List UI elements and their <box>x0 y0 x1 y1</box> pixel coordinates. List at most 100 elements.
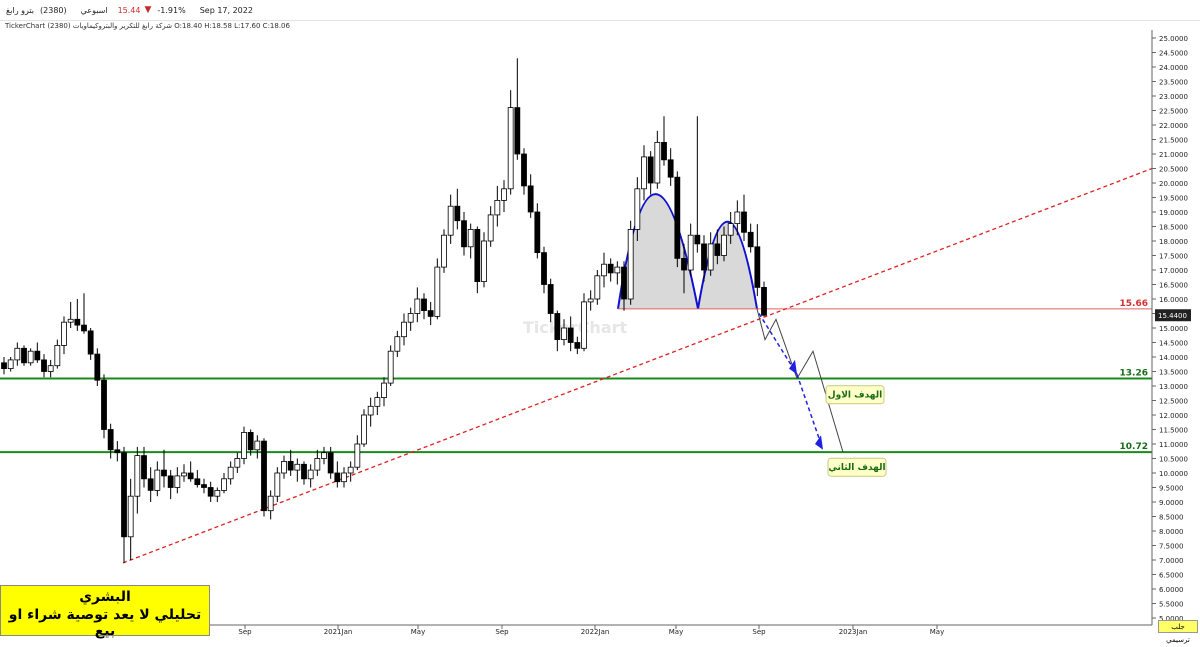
candle-body <box>421 298 427 312</box>
price-tick-label: 11.5000 <box>1159 427 1188 435</box>
candle-body <box>681 257 687 271</box>
candle-body <box>554 313 561 341</box>
price-tick-label: 17.5000 <box>1159 253 1188 261</box>
support-trendline <box>122 167 1153 564</box>
candle-body <box>547 284 554 314</box>
candle-body <box>101 379 107 430</box>
price-axis: 25.0000 24.5000 24.0000 23.5000 23.0000 22.50… <box>1151 30 1191 625</box>
candle-body <box>274 472 281 497</box>
price-tick-label: 5.5000 <box>1159 601 1184 609</box>
candle-body <box>234 458 241 468</box>
candle-body <box>427 310 434 317</box>
time-tick-label: 2023Jan <box>839 628 868 636</box>
candle-body <box>434 266 441 317</box>
header-price: 15.44 <box>117 5 141 15</box>
candle-body <box>361 414 367 445</box>
candle-body <box>34 350 41 361</box>
candle-body <box>661 141 667 161</box>
candle-body <box>707 243 714 271</box>
candle-body <box>714 243 721 256</box>
candle-body <box>254 440 261 451</box>
candle-body <box>561 327 567 341</box>
header-date: Sep 17, 2022 <box>199 5 253 15</box>
candle-body <box>647 156 654 184</box>
candle-body <box>341 472 347 483</box>
price-tick-label: 25.0000 <box>1159 35 1188 43</box>
candle-body <box>294 463 301 471</box>
candle-body <box>1 362 7 369</box>
candle-body <box>347 466 354 474</box>
candle-body <box>21 347 27 364</box>
candle-body <box>134 455 141 497</box>
candle-body <box>381 382 387 399</box>
candle-body <box>394 336 401 352</box>
header-code: (2380) <box>40 5 67 15</box>
price-tick-label: 20.0000 <box>1159 180 1188 188</box>
candle-body <box>587 298 594 303</box>
candle-body <box>247 431 254 451</box>
support-label: 13.26 <box>1120 368 1148 378</box>
price-tick-label: 20.5000 <box>1159 166 1188 174</box>
candle-body <box>154 469 161 491</box>
candle-body <box>407 313 414 323</box>
candle-body <box>367 405 374 416</box>
candle-body <box>601 263 607 277</box>
candle-body <box>114 449 121 454</box>
price-tick-label: 10.5000 <box>1159 456 1188 464</box>
candle-body <box>627 228 634 300</box>
candle-body <box>7 359 14 369</box>
price-tick-label: 24.0000 <box>1159 64 1188 72</box>
price-tick-label: 22.0000 <box>1159 122 1188 130</box>
candle-body <box>221 478 227 491</box>
last-price-label: 15.4400 <box>1158 312 1187 320</box>
candle-body <box>674 176 681 259</box>
candle-body <box>487 214 494 242</box>
candle-body <box>727 223 734 236</box>
price-tick-label: 8.0000 <box>1159 528 1184 536</box>
candle-body <box>641 156 647 190</box>
disclaimer-name: البشري <box>79 589 131 605</box>
candle-body <box>14 347 21 361</box>
projection-arrow-1 <box>758 313 798 375</box>
price-tick-label: 10.0000 <box>1159 470 1188 478</box>
candle-body <box>61 321 67 346</box>
price-tick-label: 24.5000 <box>1159 50 1188 58</box>
price-tick-label: 22.5000 <box>1159 108 1188 116</box>
candle-body <box>481 240 487 282</box>
price-tick-label: 16.5000 <box>1159 282 1188 290</box>
candle-body <box>634 188 641 230</box>
price-tick-label: 13.0000 <box>1159 383 1188 391</box>
candle-body <box>494 199 501 216</box>
candle-body <box>321 452 327 459</box>
candle-body <box>414 298 421 314</box>
candle-body <box>541 252 547 285</box>
candle-body <box>754 246 761 288</box>
candle-body <box>474 228 481 282</box>
time-tick-label: 2021Jan <box>324 628 353 636</box>
candle-body <box>161 469 167 477</box>
candle-body <box>734 211 741 224</box>
candle-body <box>307 469 314 480</box>
candle-body <box>227 466 234 480</box>
bottom-button[interactable]: جلب ترسيمي <box>1158 620 1198 644</box>
projection-zigzag <box>756 308 844 453</box>
price-tick-label: 18.0000 <box>1159 238 1188 246</box>
ohlc-line: TickerChart شركة رابغ للتكرير والبتروكيم… <box>5 22 290 30</box>
trendline <box>122 167 1153 564</box>
candle-body <box>314 458 321 471</box>
candle-body <box>441 234 447 268</box>
candle-body <box>721 234 727 256</box>
candle-body <box>127 495 134 538</box>
price-tick-label: 17.0000 <box>1159 267 1188 275</box>
target-box <box>827 457 887 477</box>
price-tick-label: 21.5000 <box>1159 137 1188 145</box>
pattern-fill <box>618 194 757 309</box>
time-tick-label: May <box>930 628 944 636</box>
candle-body <box>201 484 207 488</box>
price-tick-label: 6.0000 <box>1159 586 1184 594</box>
head-arc <box>617 193 699 310</box>
candle-body <box>74 318 81 326</box>
candle-body <box>194 478 201 485</box>
candle-body <box>261 440 267 512</box>
